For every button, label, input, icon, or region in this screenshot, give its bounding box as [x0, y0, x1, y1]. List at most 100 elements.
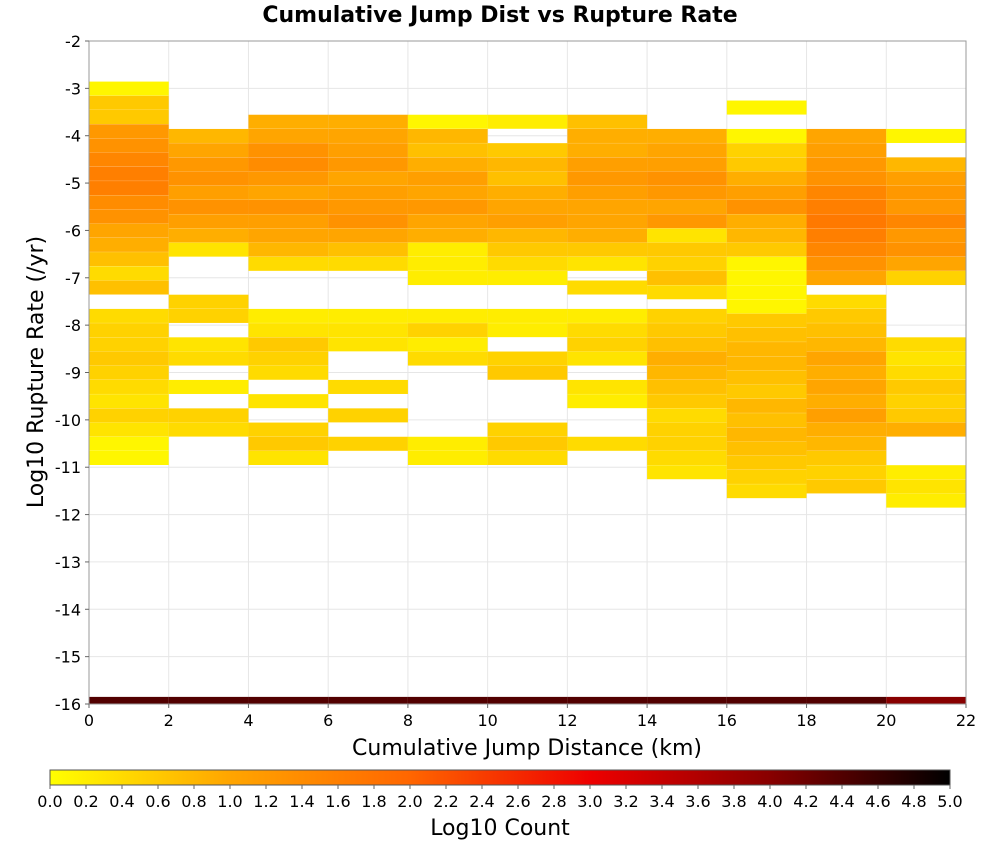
heatmap-cell — [567, 185, 648, 200]
heatmap-cell — [726, 271, 807, 286]
heatmap-cell — [248, 394, 329, 409]
heatmap-cell-bottom — [806, 696, 887, 704]
y-tick-label: -14 — [55, 600, 81, 619]
heatmap-cell — [248, 450, 329, 466]
heatmap-cell — [248, 323, 329, 338]
heatmap-cell — [647, 214, 727, 229]
x-tick-label: 22 — [956, 711, 976, 730]
heatmap-cell — [89, 351, 169, 366]
heatmap-cell — [168, 337, 249, 352]
heatmap-cell — [806, 143, 887, 158]
heatmap-cell — [168, 128, 249, 143]
x-tick-label: 20 — [876, 711, 896, 730]
colorbar-tick-label: 4.4 — [829, 792, 854, 811]
heatmap-cell — [647, 337, 727, 352]
heatmap-cell — [806, 351, 887, 366]
heatmap-cell — [89, 110, 169, 125]
heatmap-cell — [248, 422, 329, 437]
heatmap-cell — [89, 124, 169, 139]
x-tick-label: 2 — [164, 711, 174, 730]
heatmap-cell — [407, 337, 488, 352]
colorbar-tick-label: 2.4 — [469, 792, 494, 811]
heatmap-cell — [487, 157, 568, 172]
colorbar-tick-label: 4.6 — [865, 792, 890, 811]
heatmap-cell — [647, 365, 727, 380]
heatmap-cell — [328, 323, 408, 338]
heatmap-cell — [726, 143, 807, 158]
heatmap-cell — [407, 171, 488, 186]
heatmap-cell — [328, 185, 408, 200]
colorbar-tick-label: 0.8 — [181, 792, 206, 811]
heatmap-cells — [89, 81, 966, 704]
x-tick-label: 6 — [323, 711, 333, 730]
y-tick-label: -15 — [55, 648, 81, 667]
heatmap-cell — [647, 450, 727, 466]
heatmap-cell — [248, 256, 329, 271]
heatmap-cell-bottom — [168, 696, 249, 704]
heatmap-cell-bottom — [886, 696, 966, 704]
heatmap-cell — [726, 185, 807, 200]
colorbar-tick-label: 2.6 — [505, 792, 530, 811]
colorbar-tick-label: 4.2 — [793, 792, 818, 811]
heatmap-cell — [647, 379, 727, 394]
heatmap-cell — [647, 242, 727, 257]
heatmap-cell — [726, 157, 807, 172]
heatmap-cell — [567, 436, 648, 451]
heatmap-cell — [89, 422, 169, 437]
x-tick-label: 12 — [557, 711, 577, 730]
heatmap-cell — [248, 143, 329, 158]
heatmap-cell — [567, 379, 648, 394]
heatmap-cell — [168, 171, 249, 186]
heatmap-cell — [328, 228, 408, 243]
heatmap-cell — [407, 271, 488, 286]
heatmap-cell — [89, 209, 169, 224]
heatmap-cell — [886, 394, 966, 409]
heatmap-cell — [886, 242, 966, 257]
heatmap-cell — [487, 242, 568, 257]
heatmap-cell — [806, 408, 887, 423]
heatmap-cell — [248, 351, 329, 366]
colorbar-tick-label: 5.0 — [937, 792, 962, 811]
heatmap-cell — [567, 242, 648, 257]
heatmap-cell — [407, 256, 488, 271]
heatmap-cell — [886, 351, 966, 366]
heatmap-cell — [89, 252, 169, 267]
heatmap-cell — [726, 370, 807, 385]
colorbar-tick-label: 2.8 — [541, 792, 566, 811]
heatmap-cell — [567, 214, 648, 229]
heatmap-cell — [806, 128, 887, 143]
heatmap-cell — [886, 408, 966, 423]
heatmap-cell — [168, 157, 249, 172]
heatmap-cell — [248, 171, 329, 186]
heatmap-cell — [407, 242, 488, 257]
heatmap-cell — [407, 351, 488, 366]
heatmap-cell — [806, 337, 887, 352]
heatmap-cell — [487, 171, 568, 186]
y-tick-label: -3 — [65, 79, 81, 98]
heatmap-cell — [407, 228, 488, 243]
heatmap-cell — [89, 223, 169, 238]
heatmap-cell — [487, 422, 568, 437]
heatmap-cell — [248, 308, 329, 323]
heatmap-cell — [886, 256, 966, 271]
heatmap-cell — [407, 308, 488, 323]
heatmap-cell — [886, 379, 966, 394]
heatmap-cell — [168, 143, 249, 158]
colorbar-label: Log10 Count — [430, 816, 570, 841]
y-tick-label: -2 — [65, 32, 81, 51]
y-tick-label: -13 — [55, 553, 81, 572]
heatmap-cell — [886, 422, 966, 437]
heatmap-cell — [806, 271, 887, 286]
heatmap-cell — [806, 422, 887, 437]
y-tick-label: -8 — [65, 316, 81, 335]
heatmap-cell — [726, 384, 807, 399]
heatmap-cell — [328, 199, 408, 215]
heatmap-cell — [567, 323, 648, 338]
heatmap-cell — [89, 237, 169, 252]
heatmap-cell — [726, 214, 807, 229]
x-axis-ticks: 0 2 4 6 8 10 12 14 16 18 20 22 — [84, 704, 976, 730]
heatmap-cell-bottom — [89, 696, 169, 704]
heatmap-cell — [407, 143, 488, 158]
heatmap-cell — [886, 128, 966, 143]
heatmap-cell — [328, 408, 408, 423]
